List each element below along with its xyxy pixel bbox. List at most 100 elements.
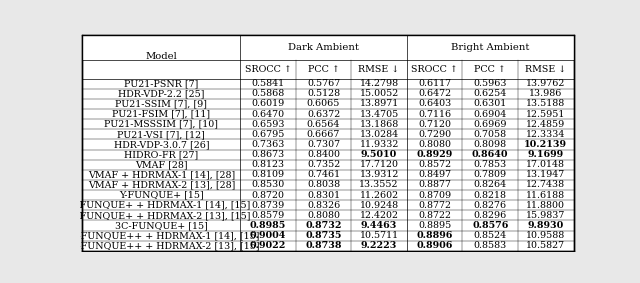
Text: 10.9248: 10.9248	[360, 201, 399, 210]
Text: PU21-PSNR [7]: PU21-PSNR [7]	[124, 79, 198, 88]
Text: 0.8722: 0.8722	[418, 211, 451, 220]
Text: 0.8772: 0.8772	[418, 201, 451, 210]
Text: 0.8080: 0.8080	[307, 211, 340, 220]
Text: 13.1947: 13.1947	[526, 170, 565, 179]
Text: PU21-FSIM [7], [11]: PU21-FSIM [7], [11]	[112, 110, 211, 119]
Text: 0.6564: 0.6564	[307, 120, 340, 129]
Bar	[83, 35, 573, 60]
Text: 3C-FUNQUE++ + HDRMAX-1 [14], [15]: 3C-FUNQUE++ + HDRMAX-1 [14], [15]	[63, 231, 259, 240]
Text: 0.5128: 0.5128	[307, 89, 340, 98]
Text: 12.5951: 12.5951	[526, 110, 565, 119]
Text: 0.8896: 0.8896	[417, 231, 453, 240]
Text: Dark Ambient: Dark Ambient	[288, 43, 359, 52]
Text: 0.8109: 0.8109	[252, 170, 285, 179]
Text: 0.7853: 0.7853	[474, 160, 507, 169]
Text: 17.7120: 17.7120	[360, 160, 399, 169]
Text: 0.6969: 0.6969	[474, 120, 507, 129]
Text: 15.9837: 15.9837	[526, 211, 565, 220]
Text: 9.8930: 9.8930	[527, 221, 564, 230]
Text: 0.6795: 0.6795	[252, 130, 285, 139]
Text: 0.7058: 0.7058	[474, 130, 507, 139]
Text: 0.7307: 0.7307	[307, 140, 340, 149]
Text: 0.6065: 0.6065	[307, 99, 340, 108]
Text: 11.2602: 11.2602	[360, 190, 399, 200]
Text: 0.6301: 0.6301	[474, 99, 507, 108]
Text: 15.0052: 15.0052	[360, 89, 399, 98]
Text: 0.8895: 0.8895	[418, 221, 451, 230]
Text: 11.9332: 11.9332	[360, 140, 399, 149]
Text: 0.6667: 0.6667	[307, 130, 340, 139]
Text: 0.8673: 0.8673	[252, 150, 285, 159]
Text: 0.8929: 0.8929	[417, 150, 452, 159]
Text: 0.8720: 0.8720	[252, 190, 285, 200]
Text: 0.8524: 0.8524	[474, 231, 507, 240]
Text: VMAF [28]: VMAF [28]	[135, 160, 188, 169]
Text: 0.8739: 0.8739	[252, 201, 285, 210]
Text: 0.9022: 0.9022	[250, 241, 286, 250]
Text: 0.8576: 0.8576	[472, 221, 508, 230]
Text: 0.6403: 0.6403	[418, 99, 451, 108]
Text: 0.5868: 0.5868	[252, 89, 285, 98]
Text: 11.8800: 11.8800	[526, 201, 565, 210]
Text: 3C-FUNQUE+ [15]: 3C-FUNQUE+ [15]	[115, 221, 208, 230]
Text: 0.6593: 0.6593	[252, 120, 285, 129]
Text: 0.5841: 0.5841	[252, 79, 285, 88]
Text: 0.6470: 0.6470	[252, 110, 285, 119]
Text: 0.6904: 0.6904	[474, 110, 507, 119]
Text: 0.6254: 0.6254	[474, 89, 507, 98]
Text: 0.7461: 0.7461	[307, 170, 340, 179]
Text: RMSE ↓: RMSE ↓	[525, 65, 566, 74]
Text: 9.1699: 9.1699	[528, 150, 564, 159]
Text: 13.986: 13.986	[529, 89, 563, 98]
Text: 14.2798: 14.2798	[360, 79, 399, 88]
Text: 0.6472: 0.6472	[418, 89, 451, 98]
Text: 13.1868: 13.1868	[360, 120, 399, 129]
Text: SROCC ↑: SROCC ↑	[244, 65, 291, 74]
Text: VMAF + HDRMAX-1 [14], [28]: VMAF + HDRMAX-1 [14], [28]	[88, 170, 235, 179]
Text: 0.8709: 0.8709	[418, 190, 451, 200]
Text: 10.5827: 10.5827	[526, 241, 565, 250]
Text: VMAF + HDRMAX-2 [13], [28]: VMAF + HDRMAX-2 [13], [28]	[88, 181, 235, 189]
Text: 9.4463: 9.4463	[361, 221, 397, 230]
Text: 0.8583: 0.8583	[474, 241, 507, 250]
Text: 0.8572: 0.8572	[418, 160, 451, 169]
Text: 0.8276: 0.8276	[474, 201, 507, 210]
Text: 9.2223: 9.2223	[361, 241, 397, 250]
Text: 0.6372: 0.6372	[307, 110, 340, 119]
Text: 12.7438: 12.7438	[526, 181, 565, 189]
Text: 11.6188: 11.6188	[526, 190, 565, 200]
Text: 0.8906: 0.8906	[417, 241, 453, 250]
Text: 13.5188: 13.5188	[526, 99, 565, 108]
Text: PU21-MSSSIM [7], [10]: PU21-MSSSIM [7], [10]	[104, 120, 218, 129]
Text: 0.7363: 0.7363	[252, 140, 285, 149]
Text: 3C-FUNQUE++ + HDRMAX-2 [13], [15]: 3C-FUNQUE++ + HDRMAX-2 [13], [15]	[63, 241, 259, 250]
Text: 12.3334: 12.3334	[526, 130, 565, 139]
Text: 0.8123: 0.8123	[252, 160, 285, 169]
Text: 13.3552: 13.3552	[359, 181, 399, 189]
Text: 0.7116: 0.7116	[418, 110, 451, 119]
Text: 0.7120: 0.7120	[418, 120, 451, 129]
Text: 0.6117: 0.6117	[418, 79, 451, 88]
Text: 0.8326: 0.8326	[307, 201, 340, 210]
Text: 0.8738: 0.8738	[305, 241, 342, 250]
Text: 0.5767: 0.5767	[307, 79, 340, 88]
Text: PU21-VSI [7], [12]: PU21-VSI [7], [12]	[117, 130, 205, 139]
Text: 0.8264: 0.8264	[474, 181, 507, 189]
Text: 10.2139: 10.2139	[524, 140, 567, 149]
Text: 0.8732: 0.8732	[305, 221, 342, 230]
Text: 13.9312: 13.9312	[360, 170, 399, 179]
Text: 0.8038: 0.8038	[307, 181, 340, 189]
Text: PCC ↑: PCC ↑	[474, 65, 506, 74]
Text: 13.9762: 13.9762	[526, 79, 565, 88]
Text: PCC ↑: PCC ↑	[308, 65, 339, 74]
Text: 13.8971: 13.8971	[360, 99, 399, 108]
Text: 0.7809: 0.7809	[474, 170, 507, 179]
Text: 10.9588: 10.9588	[526, 231, 565, 240]
Text: 0.8877: 0.8877	[418, 181, 451, 189]
Text: 9.5010: 9.5010	[361, 150, 397, 159]
Text: Model: Model	[145, 52, 177, 61]
Text: 0.5963: 0.5963	[474, 79, 507, 88]
Text: Bright Ambient: Bright Ambient	[451, 43, 529, 52]
Text: 0.8735: 0.8735	[305, 231, 342, 240]
Text: 0.8497: 0.8497	[418, 170, 451, 179]
